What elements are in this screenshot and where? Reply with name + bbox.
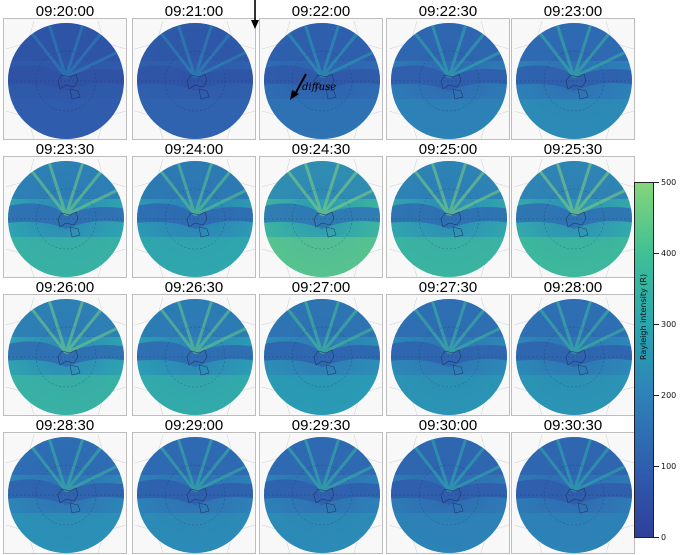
sky-panel: 09:24:30 [259,142,383,278]
colorbar-tick [654,466,659,467]
sky-image [132,432,256,554]
sky-image [386,432,510,554]
colorbar-tick-label: 0 [661,533,667,542]
panel-timestamp: 09:26:30 [164,279,224,296]
sky-panel: 09:21:00 [132,4,256,140]
sky-image [511,432,635,554]
colorbar-tick-label: 300 [661,320,677,329]
sky-panel: 09:25:00 [386,142,510,278]
sky-image [132,294,256,416]
panel-timestamp: 09:29:00 [164,417,224,434]
panel-timestamp: 09:22:00 [291,3,351,20]
sky-panel: 09:23:30 [3,142,127,278]
colorbar-tick-label: 500 [661,178,677,187]
colorbar-tick-label: 200 [661,391,677,400]
sky-panel: 09:23:00 [511,4,635,140]
sky-panel: 09:28:30 [3,418,127,554]
panel-timestamp: 09:23:00 [543,3,603,20]
colorbar-tick [654,395,659,396]
panel-timestamp: 09:29:30 [291,417,351,434]
colorbar: 500 400 300 200 100 0 [634,178,685,542]
diffuse-arrow-icon [290,73,307,100]
sky-image [259,156,383,278]
sky-image [511,156,635,278]
colorbar-tick [654,253,659,254]
colorbar-gradient [634,182,654,538]
sky-panel: 09:29:00 [132,418,256,554]
sky-image [3,18,127,140]
sky-image [386,294,510,416]
sky-panel: 09:29:30 [259,418,383,554]
sky-panel: 09:30:30 [511,418,635,554]
panel-timestamp: 09:25:00 [418,141,478,158]
colorbar-tick [654,182,659,183]
panel-timestamp: 09:26:00 [35,279,95,296]
panel-timestamp: 09:21:00 [164,3,224,20]
panel-timestamp: 09:28:00 [543,279,603,296]
sky-panel: 09:22:00 [259,4,383,140]
sky-image [511,18,635,140]
panel-timestamp: 09:27:00 [291,279,351,296]
arrow-down-icon [251,0,259,29]
sky-image [132,18,256,140]
sky-panel: 09:26:30 [132,280,256,416]
panel-timestamp: 09:28:30 [35,417,95,434]
sky-panel: 09:25:30 [511,142,635,278]
sky-image [386,18,510,140]
sky-panel: 09:27:00 [259,280,383,416]
panel-timestamp: 09:22:30 [418,3,478,20]
panel-timestamp: 09:27:30 [418,279,478,296]
colorbar-tick-label: 100 [661,462,677,471]
all-sky-image-grid: 09:20:00 09:21:00 [3,4,635,554]
sky-image [259,294,383,416]
panel-timestamp: 09:23:30 [35,141,95,158]
panel-timestamp: 09:24:30 [291,141,351,158]
sky-panel: 09:20:00 [3,4,127,140]
sky-panel: 09:28:00 [511,280,635,416]
colorbar-label: Rayleigh intensity (R) [639,273,648,360]
sky-image [259,18,383,140]
sky-image [511,294,635,416]
panel-timestamp: 09:25:30 [543,141,603,158]
sky-image [3,156,127,278]
panel-timestamp: 09:24:00 [164,141,224,158]
colorbar-tick [654,537,659,538]
colorbar-tick-label: 400 [661,249,677,258]
panel-timestamp: 09:30:00 [418,417,478,434]
sky-panel: 09:26:00 [3,280,127,416]
sky-panel: 09:30:00 [386,418,510,554]
sky-image [3,294,127,416]
sky-image [132,156,256,278]
sky-image [259,432,383,554]
sky-panel: 09:24:00 [132,142,256,278]
sky-panel: 09:22:30 [386,4,510,140]
sky-image [386,156,510,278]
sky-panel: 09:27:30 [386,280,510,416]
sky-image [3,432,127,554]
colorbar-tick [654,324,659,325]
panel-timestamp: 09:20:00 [35,3,95,20]
panel-timestamp: 09:30:30 [543,417,603,434]
diffuse-annotation: diffuse [302,82,337,93]
